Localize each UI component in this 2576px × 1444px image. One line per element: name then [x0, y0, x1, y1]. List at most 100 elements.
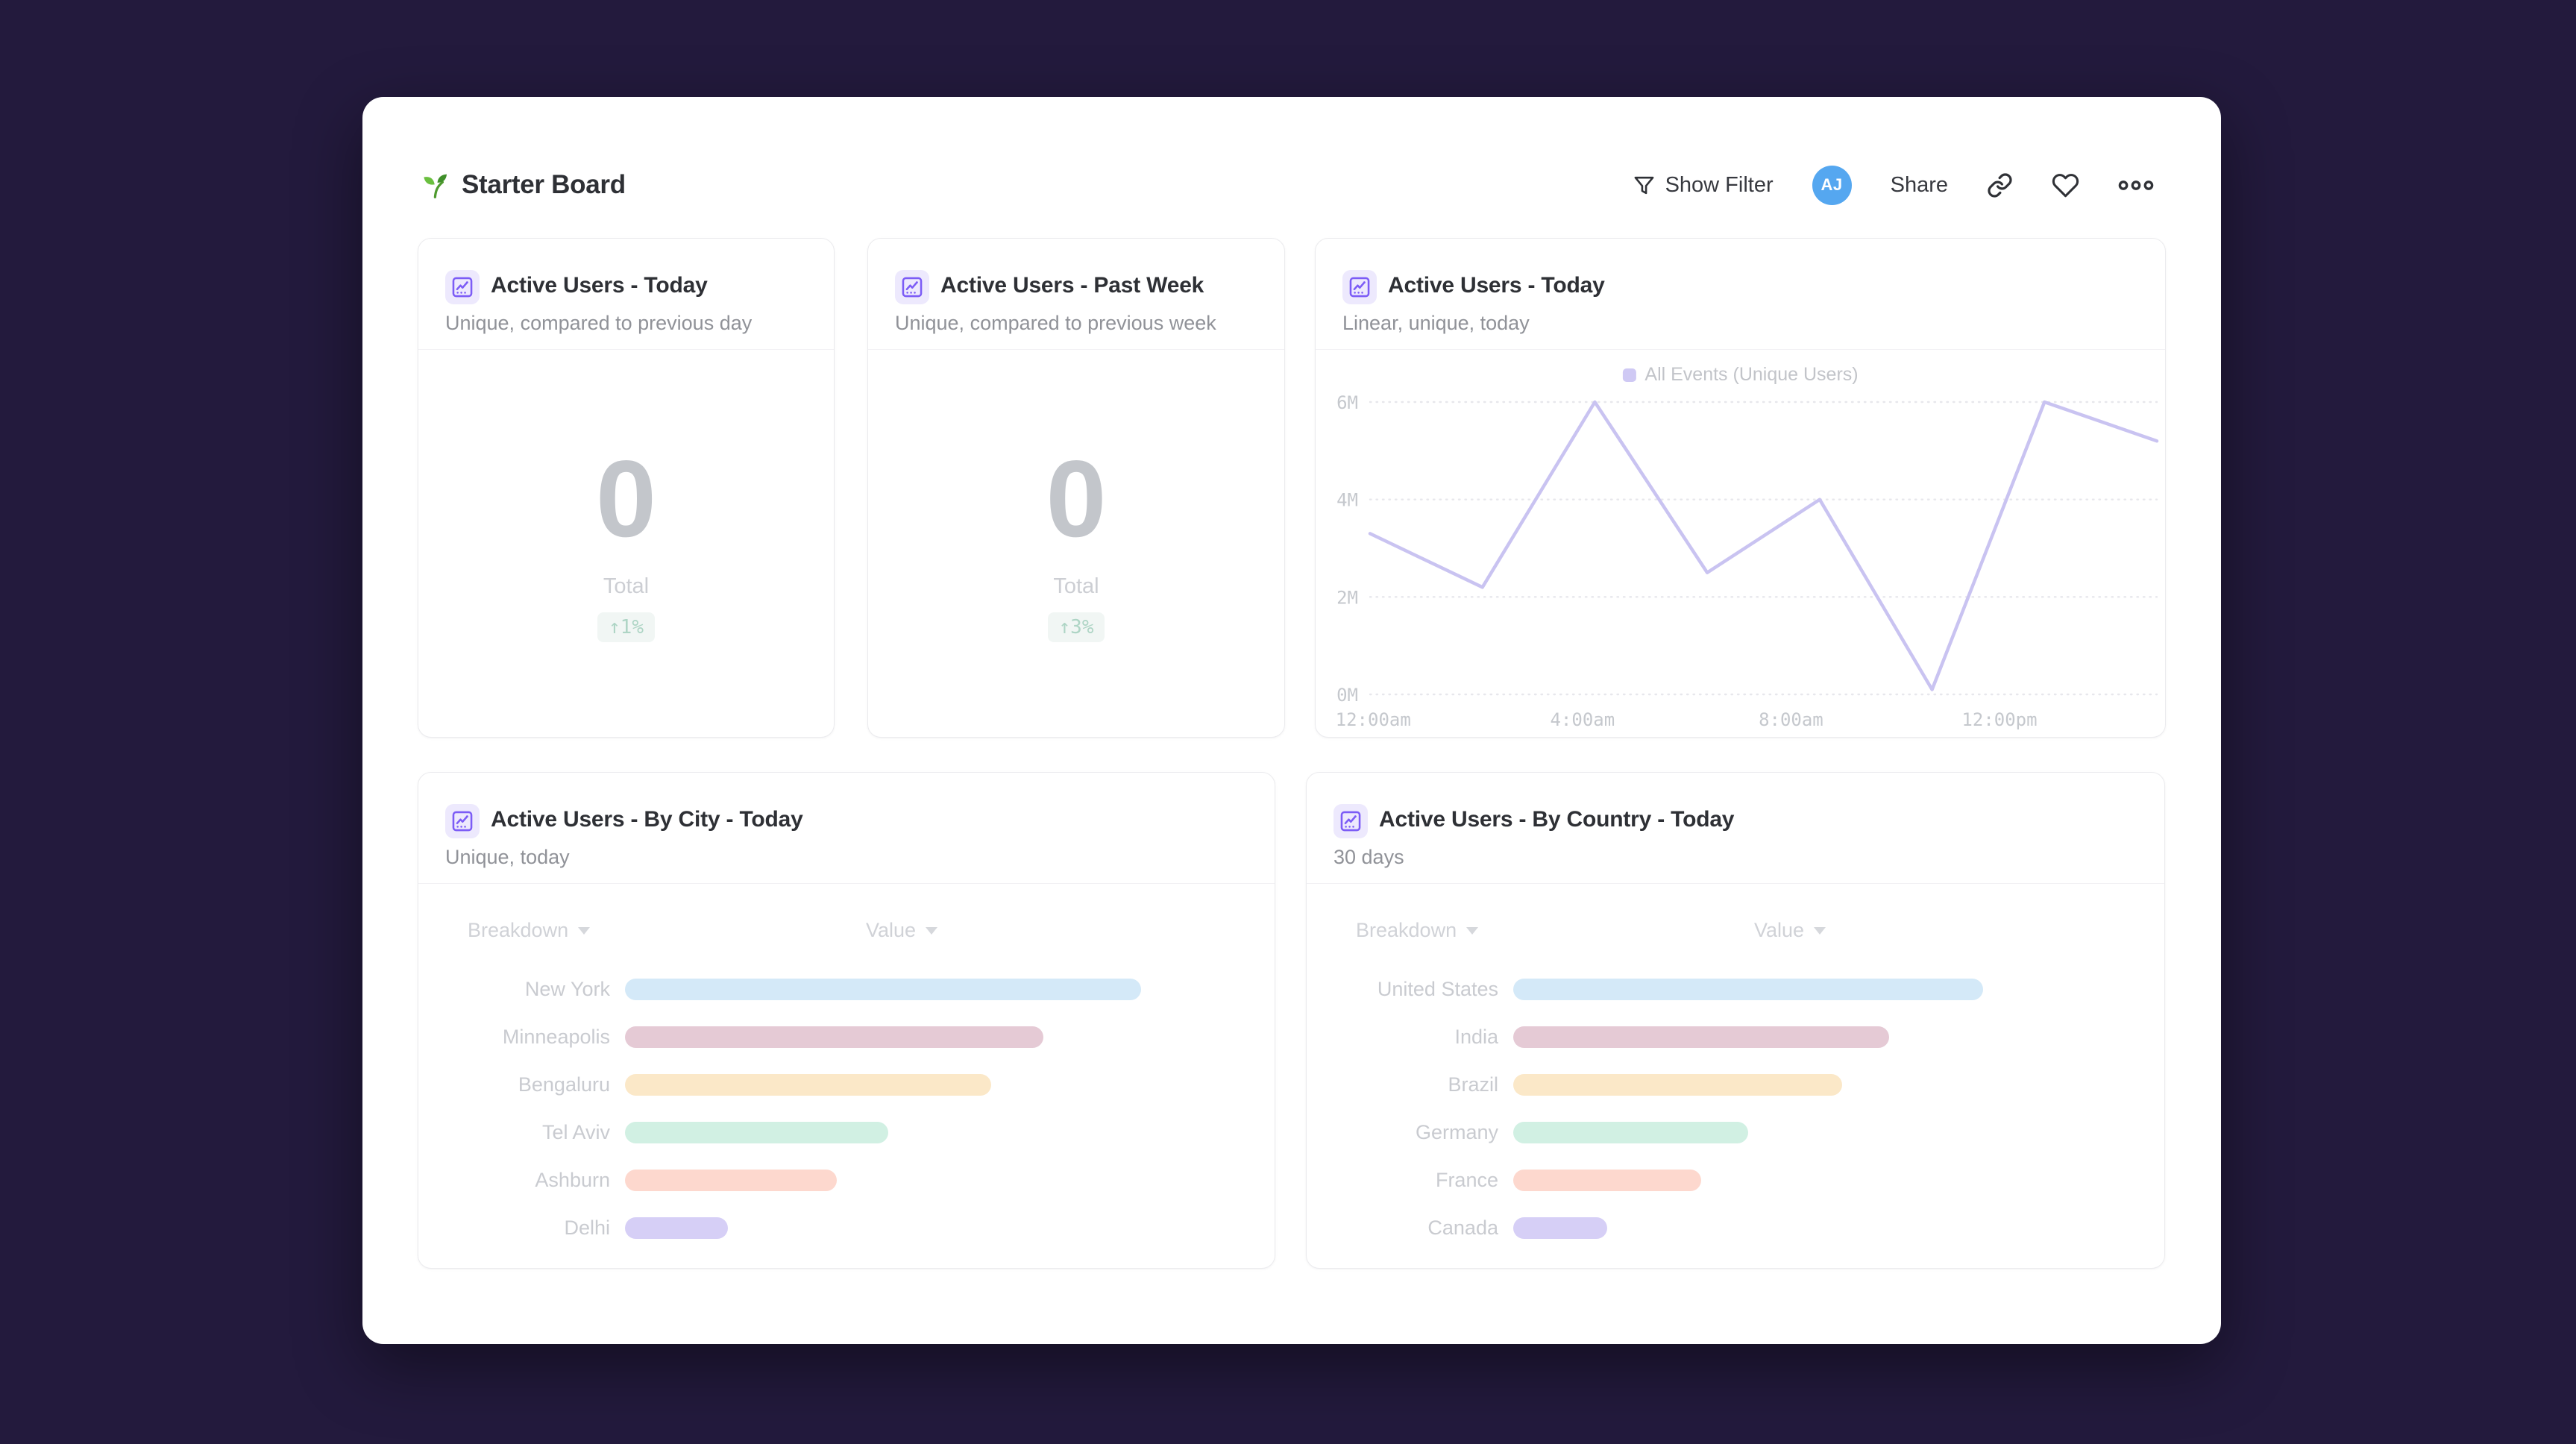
breakdown-row-label: Canada: [1427, 1216, 1498, 1239]
line-chart-icon: [895, 270, 929, 304]
x-axis-tick: 8:00am: [1759, 709, 1823, 730]
value-column-dropdown[interactable]: Value: [1754, 919, 1826, 942]
table-row: Canada: [1307, 1204, 2164, 1252]
breakdown-row-label: Delhi: [564, 1216, 610, 1239]
bar-rows: United States India Brazil Germany Franc…: [1307, 965, 2164, 1252]
card-title: Active Users - Past Week: [940, 273, 1204, 298]
card-subtitle: Unique, compared to previous week: [895, 312, 1216, 334]
table-row: Germany: [1307, 1108, 2164, 1156]
card-title: Active Users - Today: [491, 273, 708, 298]
line-chart-icon: [1333, 804, 1368, 838]
breakdown-column-label: Breakdown: [1356, 919, 1457, 941]
y-axis-tick: 6M: [1336, 392, 1358, 413]
kpi-value-label: Total: [603, 574, 650, 598]
y-axis-tick: 4M: [1336, 490, 1358, 511]
more-options-button[interactable]: [2118, 179, 2154, 192]
card-header: Active Users - By Country - Today 30 day…: [1307, 773, 2164, 884]
table-row: Delhi: [418, 1204, 1275, 1252]
table-row: France: [1307, 1156, 2164, 1204]
value-column-dropdown[interactable]: Value: [866, 919, 938, 942]
copy-link-icon: [1987, 172, 2013, 198]
y-axis-tick: 2M: [1336, 587, 1358, 608]
breakdown-column-label: Breakdown: [468, 919, 569, 941]
show-filter-button[interactable]: Show Filter: [1633, 173, 1774, 198]
x-axis-tick: 12:00pm: [1961, 709, 2037, 730]
breakdown-row-label: Germany: [1415, 1120, 1498, 1143]
table-row: Brazil: [1307, 1061, 2164, 1108]
table-row: Minneapolis: [418, 1013, 1275, 1061]
copy-link-button[interactable]: [1987, 172, 2013, 198]
chevron-down-icon: [578, 926, 591, 935]
kpi-delta-badge: ↑3%: [1047, 612, 1105, 642]
table-row: India: [1307, 1013, 2164, 1061]
breakdown-row-label: Brazil: [1448, 1073, 1498, 1096]
card-subtitle: Unique, today: [445, 846, 570, 868]
breakdown-column-dropdown[interactable]: Breakdown: [1356, 919, 1479, 942]
line-chart-plot[interactable]: 0M 2M 4M 6M 12:00am 4:00am 8:00am 12:00pm: [1336, 392, 2159, 730]
card-subtitle: Unique, compared to previous day: [445, 312, 753, 334]
table-row: Ashburn: [418, 1156, 1275, 1204]
card-active-users-by-city[interactable]: Active Users - By City - Today Unique, t…: [418, 772, 1275, 1269]
board-header: Starter Board Show Filter AJ Share: [421, 161, 2154, 209]
breakdown-bar[interactable]: [625, 1121, 888, 1143]
dashboard-board: Starter Board Show Filter AJ Share: [362, 97, 2221, 1344]
chevron-down-icon: [926, 926, 938, 935]
value-column-label: Value: [866, 919, 917, 941]
breakdown-bar[interactable]: [1513, 978, 1983, 1000]
breakdown-bar[interactable]: [625, 1026, 1043, 1048]
table-row: New York: [418, 965, 1275, 1013]
card-subtitle: Linear, unique, today: [1342, 312, 1530, 334]
table-row: Bengaluru: [418, 1061, 1275, 1108]
breakdown-row-label: Ashburn: [535, 1168, 610, 1191]
share-label: Share: [1890, 172, 1948, 197]
card-active-users-past-week-kpi[interactable]: Active Users - Past Week Unique, compare…: [867, 238, 1285, 738]
avatar[interactable]: AJ: [1812, 165, 1852, 205]
table-row: United States: [1307, 965, 2164, 1013]
breakdown-bar[interactable]: [1513, 1026, 1889, 1048]
legend-label: All Events (Unique Users): [1644, 364, 1859, 385]
legend-swatch: [1622, 368, 1636, 382]
breakdown-row-label: United States: [1377, 977, 1498, 1000]
line-series-all-events[interactable]: [1368, 400, 2159, 691]
value-column-label: Value: [1754, 919, 1805, 941]
breakdown-row-label: Minneapolis: [502, 1025, 610, 1048]
share-button[interactable]: Share: [1891, 173, 1948, 198]
breakdown-bar[interactable]: [625, 1217, 729, 1239]
board-title-group: Starter Board: [421, 170, 626, 200]
breakdown-bar[interactable]: [1513, 1217, 1607, 1239]
kpi-delta-badge: ↑1%: [597, 612, 655, 642]
favorite-button[interactable]: [2052, 172, 2079, 199]
breakdown-bar[interactable]: [1513, 1169, 1701, 1191]
table-row: Tel Aviv: [418, 1108, 1275, 1156]
legend-item-all-events[interactable]: All Events (Unique Users): [1622, 364, 1859, 386]
breakdown-column-dropdown[interactable]: Breakdown: [468, 919, 591, 942]
card-subtitle: 30 days: [1333, 846, 1404, 868]
kpi-body: 0 Total ↑1%: [418, 350, 834, 737]
show-filter-label: Show Filter: [1665, 172, 1774, 197]
card-title: Active Users - Today: [1388, 273, 1605, 298]
card-title: Active Users - By Country - Today: [1379, 807, 1735, 832]
heart-icon: [2052, 172, 2079, 199]
kpi-body: 0 Total ↑3%: [868, 350, 1284, 737]
card-active-users-by-country[interactable]: Active Users - By Country - Today 30 day…: [1306, 772, 2165, 1269]
kpi-value: 0: [1046, 438, 1107, 559]
breakdown-row-label: New York: [524, 977, 610, 1000]
card-active-users-today-kpi[interactable]: Active Users - Today Unique, compared to…: [418, 238, 835, 738]
breakdown-row-label: India: [1454, 1025, 1498, 1048]
card-active-users-today-line[interactable]: Active Users - Today Linear, unique, tod…: [1315, 238, 2166, 738]
card-header: Active Users - By City - Today Unique, t…: [418, 773, 1275, 884]
breakdown-bar[interactable]: [625, 1073, 992, 1096]
chevron-down-icon: [1814, 926, 1826, 935]
line-chart-icon: [445, 804, 480, 838]
board-actions: Show Filter AJ Share: [1633, 165, 2154, 205]
breakdown-bar[interactable]: [1513, 1121, 1748, 1143]
line-chart-icon: [445, 270, 480, 304]
breakdown-bar[interactable]: [625, 1169, 837, 1191]
breakdown-row-label: Bengaluru: [518, 1073, 610, 1096]
breakdown-bar[interactable]: [1513, 1073, 1842, 1096]
breakdown-bar[interactable]: [625, 978, 1141, 1000]
x-axis-tick: 12:00am: [1336, 709, 1411, 730]
seedling-icon: [421, 170, 450, 200]
kpi-value: 0: [595, 438, 657, 559]
